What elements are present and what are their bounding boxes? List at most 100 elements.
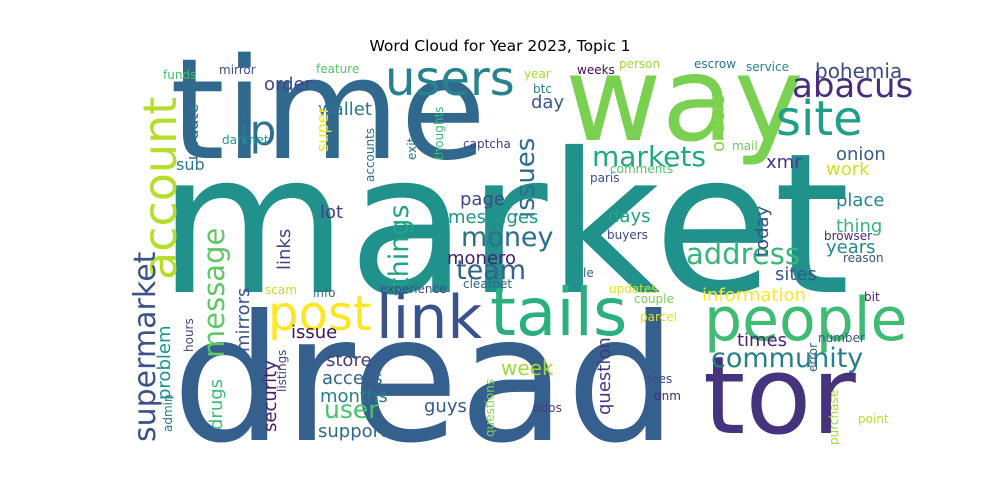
word-place: place: [836, 190, 884, 211]
word-darknet: darknet: [222, 133, 269, 147]
word-drugs: drugs: [206, 379, 227, 430]
chart-title: Word Cloud for Year 2023, Topic 1: [369, 37, 631, 55]
word-experience: experience: [380, 282, 447, 296]
word-purchase: purchase: [827, 390, 841, 445]
word-captcha: captcha: [463, 137, 511, 151]
word-year: year: [524, 67, 551, 81]
word-information: information: [702, 285, 806, 306]
word-le: le: [583, 266, 594, 280]
word-markets: markets: [592, 140, 706, 173]
word-link: link: [376, 283, 482, 353]
word-days: days: [608, 206, 651, 227]
word-service: service: [746, 60, 789, 74]
word-paris: paris: [590, 171, 620, 185]
word-work: work: [826, 159, 870, 180]
word-tor: tor: [703, 334, 856, 459]
word-times: times: [737, 330, 787, 351]
word-reason: reason: [843, 251, 884, 265]
word-community: community: [711, 343, 863, 374]
word-parcel: parcel: [640, 310, 677, 324]
word-market: market: [158, 111, 850, 338]
word-questions: questions: [483, 379, 497, 437]
word-dnm: dnm: [654, 389, 681, 403]
word-message: message: [197, 228, 231, 358]
word-weeks: weeks: [577, 63, 615, 77]
word-super: super: [313, 107, 332, 152]
word-update: update: [183, 104, 202, 160]
word-site: site: [776, 91, 863, 147]
word-address: address: [686, 237, 800, 271]
word-post: post: [268, 286, 372, 342]
word-tails: tails: [490, 274, 627, 351]
word-week: week: [501, 356, 554, 380]
word-wallet: wallet: [318, 99, 372, 120]
word-way: way: [565, 30, 804, 168]
word-monero: monero: [447, 248, 516, 269]
word-listings: listings: [275, 350, 289, 392]
word-ip: ip: [238, 106, 276, 155]
word-point: point: [858, 412, 889, 426]
word-buyers: buyers: [607, 228, 648, 242]
word-day: day: [531, 92, 564, 113]
word-thoughts: thoughts: [432, 107, 446, 160]
word-xmr: xmr: [766, 152, 802, 173]
word-supermarket: supermarket: [128, 251, 163, 442]
word-user: user: [324, 395, 379, 424]
word-lot: lot: [320, 202, 343, 223]
word-accounts: accounts: [363, 128, 377, 182]
word-links: links: [274, 229, 295, 270]
word-page: page: [460, 189, 505, 210]
word-users: users: [385, 51, 515, 107]
word-team: team: [456, 255, 526, 286]
word-person: person: [619, 57, 660, 71]
word-dread: dread: [172, 279, 677, 482]
word-number: number: [818, 331, 865, 345]
word-onion: onion: [836, 144, 886, 165]
word-hours: hours: [182, 318, 196, 352]
word-security: security: [260, 360, 281, 432]
word-issues: issues: [511, 138, 541, 218]
word-btc: btc: [533, 82, 552, 96]
word-error: error: [806, 343, 820, 372]
word-today: today: [752, 205, 773, 257]
word-browser: browser: [824, 229, 872, 243]
word-info: info: [313, 286, 336, 300]
word-sub: sub: [176, 155, 205, 174]
word-years: years: [826, 237, 876, 258]
word-order: order: [264, 74, 313, 95]
word-access: access: [322, 368, 383, 389]
word-comments: comments: [610, 162, 673, 176]
word-sites: sites: [775, 264, 817, 285]
word-bit: bit: [864, 290, 880, 304]
word-messages: messages: [448, 207, 538, 228]
word-guys: guys: [424, 396, 467, 417]
word-couple: couple: [634, 292, 674, 306]
word-account: account: [133, 97, 187, 280]
word-funds: funds: [163, 68, 196, 82]
word-months: months: [320, 386, 388, 407]
word-clearnet: clearnet: [463, 277, 512, 291]
word-question: question: [594, 337, 615, 415]
word-orders: orders: [708, 95, 729, 152]
word-time: time: [170, 29, 486, 192]
word-things: things: [384, 204, 415, 288]
word-admin: admin: [161, 394, 175, 432]
word-ddos: ddos: [533, 401, 562, 415]
word-store: store: [326, 350, 372, 371]
word-issue: issue: [291, 322, 337, 343]
word-mail: mail: [732, 139, 758, 153]
word-escrow: escrow: [694, 57, 736, 71]
word-mirrors: mirrors: [233, 288, 254, 352]
word-scam: scam: [265, 283, 297, 297]
word-abacus: abacus: [792, 66, 913, 106]
word-money: money: [461, 222, 554, 253]
word-fees: fees: [647, 372, 672, 386]
word-exit: exit: [405, 137, 419, 160]
word-mirror: mirror: [219, 63, 256, 77]
word-updates: updates: [609, 282, 658, 296]
word-feature: feature: [316, 62, 359, 76]
word-thing: thing: [836, 216, 882, 237]
word-people: people: [704, 285, 907, 355]
word-support: support: [318, 421, 387, 442]
